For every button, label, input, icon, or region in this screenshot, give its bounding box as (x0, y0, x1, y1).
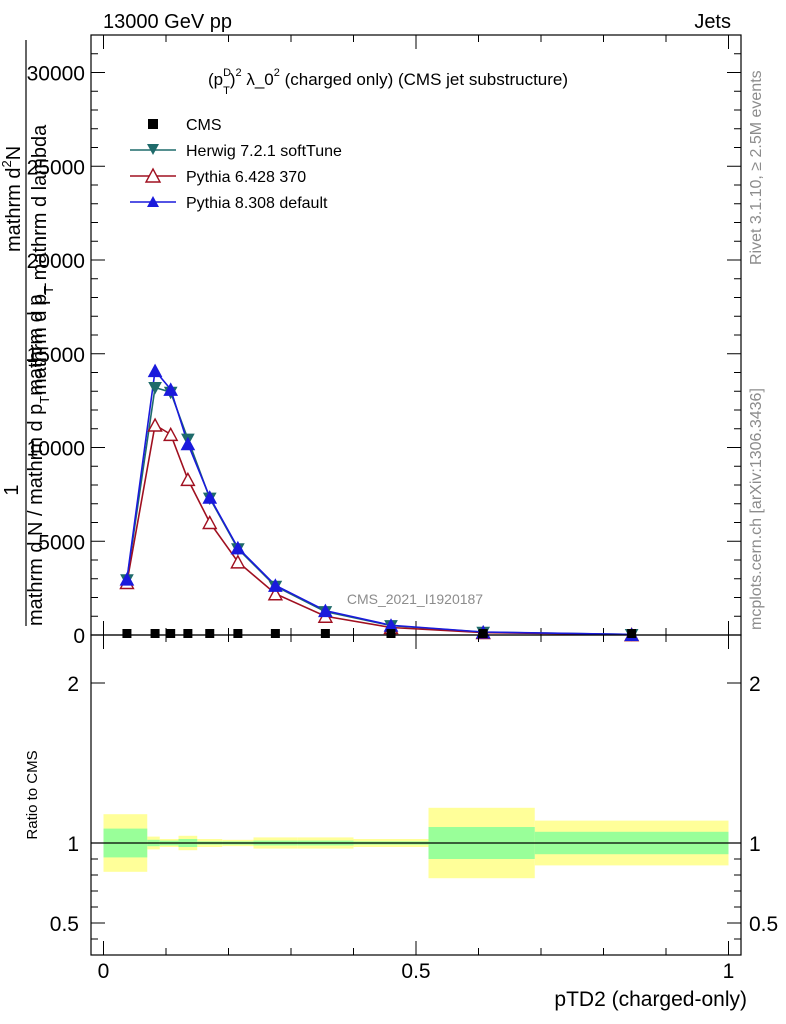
ylabel-line3: mathrm d2N (0, 146, 25, 252)
y-tick-label: 5000 (38, 531, 85, 554)
data-point (318, 603, 333, 618)
data-point (268, 578, 283, 592)
x-tick-label: 1 (723, 960, 735, 983)
ratio-y-tick-label: 0.5 (50, 913, 79, 936)
main-panel: 0 5000 10000 15000 20000 25000 30000 CMS_2021_… (0, 34, 742, 649)
ratio-y-axis-label: Ratio to CMS (24, 750, 41, 839)
ylabel-line2: mathrm d N / mathrm d pTmathrm d p_ (25, 283, 52, 626)
legend-marker-herwig (147, 144, 159, 155)
ratio-y-tick-label: 2 (67, 673, 79, 696)
ratio-axis-ticks (91, 635, 741, 955)
cms-point (627, 629, 637, 638)
data-point (163, 426, 179, 442)
data-point (119, 572, 135, 586)
data-point (163, 382, 179, 396)
legend-label-herwig: Herwig 7.2.1 softTune (186, 143, 342, 160)
y-tick-label: 20000 (27, 250, 85, 273)
ratio-y-tick-label: 1 (67, 833, 79, 856)
legend-label-pythia8: Pythia 8.308 default (186, 195, 328, 212)
legend-marker-cms (148, 119, 158, 129)
ratio-y-tick-label-right: 1 (749, 833, 761, 856)
data-point (202, 490, 218, 504)
cms-point (386, 629, 396, 638)
x-tick-label: 0.5 (401, 960, 430, 983)
data-point (202, 515, 218, 530)
cms-point (205, 629, 215, 638)
data-point (180, 436, 196, 451)
y-tick-label: 0 (73, 625, 85, 648)
y-tick-label: 30000 (27, 63, 85, 86)
ratio-y-tick-label-right: 2 (749, 673, 761, 696)
chart-title: (pD T)2 λ_02 (charged only) (CMS jet subs… (208, 67, 568, 97)
cms-point (166, 629, 176, 638)
ylabel-line4: mathrm d pT mathrm d lambda (29, 124, 56, 395)
ratio-y-tick-label-right: 0.5 (749, 913, 778, 936)
main-y-axis-label: 1 mathrm d2N mathrm d N / mathrm d pTmat… (0, 40, 56, 626)
legend-marker-pythia6 (144, 167, 162, 183)
cms-point (122, 629, 132, 638)
data-point (148, 382, 162, 395)
cms-point (270, 629, 280, 638)
legend: CMS Herwig 7.2.1 softTune Pythia 6.428 3… (130, 117, 342, 212)
cms-point (150, 629, 160, 638)
mcplots-label: mcplots.cern.ch [arXiv:1306.3436] (748, 388, 765, 630)
data-point (230, 554, 246, 569)
ratio-tick-labels: 0.5 0.5 1 1 2 2 0 0.5 1 (50, 673, 778, 983)
data-point (147, 417, 163, 432)
header-left: 13000 GeV pp (103, 11, 232, 33)
main-y-tick-labels: 0 5000 10000 15000 20000 25000 30000 (27, 63, 85, 649)
ratio-panel: 0.5 0.5 1 1 2 2 0 0.5 1 Ratio to CMS pTD2 (charg… (24, 634, 778, 1011)
cms-point (233, 629, 243, 638)
cms-point (320, 629, 330, 638)
data-point (180, 471, 196, 487)
ylabel-line1: 1 (1, 484, 23, 495)
cms-point (478, 629, 488, 638)
data-point (267, 586, 284, 601)
data-point (230, 540, 246, 555)
legend-label-pythia6: Pythia 6.428 370 (186, 169, 306, 186)
y-tick-label: 25000 (27, 156, 85, 179)
data-point (147, 363, 163, 378)
watermark: CMS_2021_I1920187 (347, 591, 483, 607)
legend-label-cms: CMS (186, 117, 222, 134)
header-right: Jets (694, 11, 731, 33)
x-axis-label: pTD2 (charged-only) (554, 988, 747, 1011)
x-tick-label: 0 (98, 960, 110, 983)
y-tick-label: 15000 (27, 344, 85, 367)
legend-marker-pythia8 (147, 196, 159, 207)
y-tick-label: 10000 (27, 438, 85, 461)
cms-point (183, 629, 193, 638)
rivet-label: Rivet 3.1.10, ≥ 2.5M events (748, 70, 765, 265)
